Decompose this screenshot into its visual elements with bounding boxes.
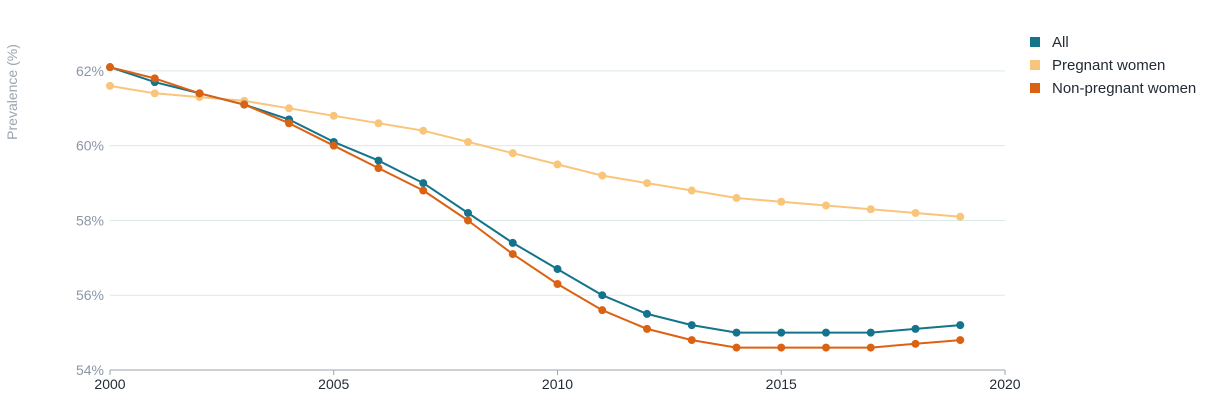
series-line-pregnant-women (109, 84, 961, 218)
data-point[interactable] (374, 119, 383, 128)
data-point[interactable] (687, 321, 696, 330)
y-tick-label: 56% (76, 287, 104, 303)
data-point[interactable] (866, 328, 875, 337)
data-point[interactable] (822, 201, 830, 210)
x-axis: 2000 2005 2010 2015 2020 (94, 369, 1021, 392)
legend-item-all[interactable]: All (1030, 34, 1069, 51)
y-axis-label: Prevalence (%) (4, 44, 20, 140)
data-point[interactable] (956, 336, 965, 345)
legend[interactable]: All Pregnant women Non-pregnant women (1030, 34, 1196, 97)
data-point[interactable] (822, 343, 830, 352)
legend-swatch (1030, 60, 1040, 70)
data-point[interactable] (195, 89, 204, 98)
data-point[interactable] (374, 156, 383, 165)
data-point[interactable] (956, 321, 965, 330)
x-tick-label: 2020 (989, 376, 1020, 392)
data-point[interactable] (732, 328, 741, 337)
data-point[interactable] (106, 81, 114, 90)
data-point[interactable] (911, 324, 920, 333)
data-point[interactable] (866, 205, 875, 214)
data-point[interactable] (732, 194, 741, 203)
data-point[interactable] (240, 100, 249, 109)
legend-item-non-pregnant-women[interactable]: Non-pregnant women (1030, 80, 1196, 97)
series-lines (106, 63, 965, 352)
data-point[interactable] (419, 186, 428, 195)
data-point[interactable] (598, 306, 607, 315)
data-point[interactable] (866, 343, 875, 352)
legend-swatch (1030, 83, 1040, 93)
data-point[interactable] (911, 339, 920, 348)
data-point[interactable] (419, 126, 428, 135)
data-point[interactable] (553, 280, 562, 289)
legend-label: All (1052, 34, 1069, 51)
data-point[interactable] (687, 336, 696, 345)
data-point[interactable] (643, 309, 651, 318)
data-point[interactable] (777, 328, 786, 337)
data-point[interactable] (956, 212, 965, 221)
data-point[interactable] (508, 238, 517, 247)
data-point[interactable] (285, 119, 293, 128)
data-point[interactable] (643, 179, 651, 188)
data-point[interactable] (598, 291, 607, 300)
data-point[interactable] (553, 265, 562, 274)
y-tick-label: 62% (76, 63, 104, 79)
legend-swatch (1030, 37, 1040, 47)
data-point[interactable] (643, 324, 651, 333)
x-tick-label: 2005 (318, 376, 349, 392)
y-tick-label: 54% (76, 362, 104, 378)
data-point[interactable] (464, 208, 472, 217)
data-point[interactable] (150, 89, 159, 98)
data-point[interactable] (106, 63, 114, 72)
data-point[interactable] (464, 137, 472, 146)
x-tick-label: 2010 (542, 376, 573, 392)
series-non-pregnant-women (106, 63, 965, 352)
y-tick-label: 58% (76, 212, 104, 228)
series-pregnant-women (106, 81, 965, 221)
y-axis-ticks: 54% 56% 58% 60% 62% (76, 63, 104, 378)
data-point[interactable] (464, 216, 472, 225)
legend-label: Pregnant women (1052, 57, 1165, 74)
x-tick-label: 2000 (94, 376, 125, 392)
legend-item-pregnant-women[interactable]: Pregnant women (1030, 57, 1165, 74)
data-point[interactable] (150, 74, 159, 83)
data-point[interactable] (822, 328, 830, 337)
data-point[interactable] (285, 104, 293, 113)
data-point[interactable] (329, 141, 338, 150)
data-point[interactable] (419, 179, 428, 188)
data-point[interactable] (777, 343, 786, 352)
data-point[interactable] (374, 164, 383, 173)
series-line-non-pregnant-women (109, 66, 961, 349)
data-point[interactable] (911, 208, 920, 217)
data-point[interactable] (329, 111, 338, 120)
data-point[interactable] (553, 160, 562, 169)
legend-label: Non-pregnant women (1052, 80, 1196, 97)
data-point[interactable] (598, 171, 607, 180)
grid-lines (110, 70, 1005, 296)
data-point[interactable] (732, 343, 741, 352)
x-tick-label: 2015 (766, 376, 797, 392)
series-line-all (109, 66, 961, 334)
data-point[interactable] (508, 250, 517, 259)
y-tick-label: 60% (76, 138, 104, 154)
data-point[interactable] (687, 186, 696, 195)
data-point[interactable] (508, 149, 517, 158)
data-point[interactable] (777, 197, 786, 206)
